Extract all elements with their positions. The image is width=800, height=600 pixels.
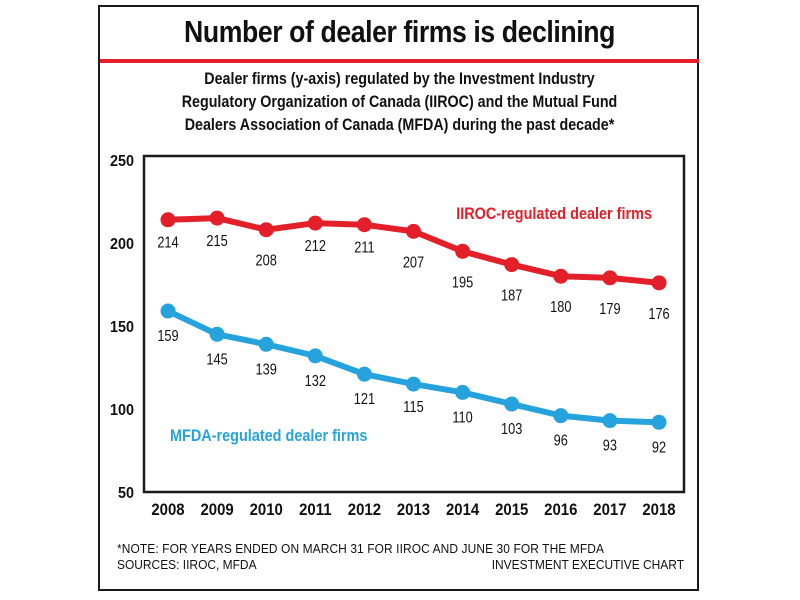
x-tick-label: 2009 [200,501,233,519]
mfda-data-point [602,413,618,429]
y-tick-label: 250 [110,152,134,170]
x-tick-label: 2013 [397,501,430,519]
y-tick-label: 50 [118,484,134,502]
iiroc-data-point [160,212,176,228]
iiroc-data-label: 187 [501,287,522,305]
subtitle-line: Dealer firms (y-axis) regulated by the I… [204,69,595,88]
plot-frame [142,154,686,494]
mfda-data-label: 92 [652,439,666,457]
x-tick-label: 2016 [544,501,577,519]
y-tick-label: 150 [110,318,134,336]
iiroc-data-point [553,268,569,284]
mfda-series-label: MFDA-regulated dealer firms [170,427,368,445]
x-tick-label: 2017 [593,501,626,519]
iiroc-data-label: 211 [354,239,374,257]
mfda-data-label: 121 [354,391,375,409]
mfda-data-label: 132 [305,373,326,391]
mfda-data-point [209,326,225,342]
x-tick-label: 2012 [348,501,381,519]
x-tick-label: 2015 [495,501,528,519]
y-tick-label: 100 [110,401,134,419]
iiroc-data-label: 207 [403,254,424,272]
chart-title: Number of dealer firms is declining [184,14,615,49]
mfda-data-label: 159 [157,328,178,346]
iiroc-data-point [504,257,520,273]
iiroc-data-point [651,275,667,291]
mfda-data-label: 103 [501,421,522,439]
iiroc-data-label: 195 [452,274,473,292]
mfda-data-point [553,408,569,424]
mfda-data-label: 96 [554,432,568,450]
iiroc-data-point [209,210,225,226]
mfda-data-point [258,336,274,352]
mfda-data-point [307,348,323,364]
mfda-data-label: 139 [256,361,277,379]
mfda-data-label: 145 [206,351,227,369]
x-tick-label: 2008 [151,501,184,519]
series-layer [160,210,667,430]
footnote: *NOTE: FOR YEARS ENDED ON MARCH 31 FOR I… [117,541,605,556]
mfda-data-point [504,396,520,412]
iiroc-data-label: 208 [256,252,277,270]
iiroc-data-point [356,217,372,233]
axes: 50 100 150 200 250 2008 2009 2010 2011 2012 2013 20… [110,152,686,519]
x-tick-label: 2010 [250,501,283,519]
iiroc-data-label: 212 [305,238,326,256]
iiroc-series-label: IIROC-regulated dealer firms [456,205,652,223]
mfda-data-point [356,366,372,382]
mfda-data-label: 115 [403,399,423,417]
iiroc-data-label: 176 [648,306,669,324]
mfda-data-point [160,303,176,319]
iiroc-data-label: 179 [599,301,620,319]
subtitle-line: Dealers Association of Canada (MFDA) dur… [184,115,615,134]
iiroc-data-point [258,222,274,238]
iiroc-data-label: 214 [157,235,178,253]
iiroc-data-point [406,223,421,239]
mfda-data-point [406,376,421,392]
mfda-data-label: 110 [452,409,472,427]
y-tick-label: 200 [110,235,134,253]
iiroc-data-label: 215 [206,233,227,251]
mfda-data-label: 93 [603,437,617,455]
x-tick-label: 2018 [642,501,675,519]
sources: SOURCES: IIROC, MFDA [117,557,257,572]
mfda-data-point [651,414,667,430]
iiroc-data-point [602,270,618,286]
chart-outer-frame [98,5,699,591]
labels-layer: 214 215 208 212 211 207 195 187 180 179 176 159 145 1… [157,205,669,457]
subtitle-line: Regulatory Organization of Canada (IIROC… [181,92,618,111]
chart-credit: INVESTMENT EXECUTIVE CHART [491,557,684,572]
x-tick-label: 2014 [446,501,479,519]
iiroc-data-point [455,243,471,259]
x-tick-label: 2011 [299,501,332,519]
title-divider [100,59,699,63]
iiroc-data-point [307,215,323,231]
mfda-data-point [455,384,471,400]
chart-subtitle: Dealer firms (y-axis) regulated by the I… [146,67,653,136]
iiroc-data-label: 180 [550,299,571,317]
